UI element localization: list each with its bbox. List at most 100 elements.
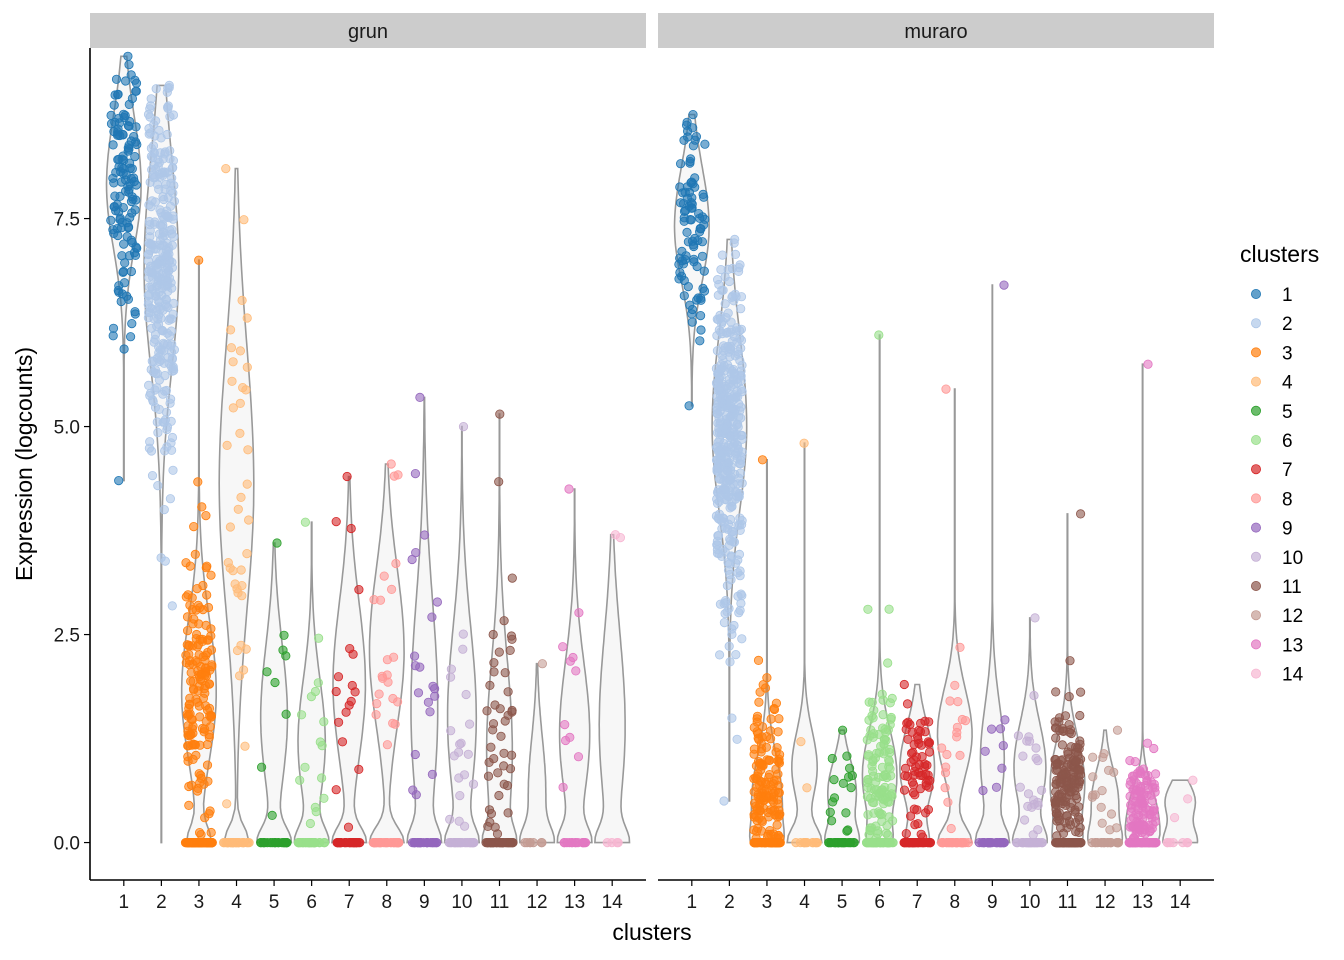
cluster-3-group: [180, 255, 217, 848]
data-point: [130, 307, 140, 317]
data-point: [736, 304, 746, 314]
data-point: [679, 291, 689, 301]
legend-key-4: [1251, 376, 1262, 387]
data-point: [496, 731, 506, 741]
data-point: [734, 473, 744, 483]
data-point: [677, 256, 688, 266]
data-point: [238, 382, 248, 393]
data-point: [754, 697, 764, 707]
data-point: [150, 385, 160, 395]
points-1: [674, 110, 710, 411]
data-point: [205, 806, 215, 816]
data-point: [354, 764, 364, 775]
data-point: [1170, 812, 1180, 823]
data-point: [237, 580, 247, 591]
x-tick-label: 3: [762, 892, 773, 913]
data-point: [267, 810, 277, 821]
y-tick-label: 5.0: [54, 418, 80, 439]
data-point: [687, 203, 697, 213]
points-12: [1087, 725, 1124, 848]
data-point: [200, 724, 210, 734]
data-point: [908, 788, 918, 798]
data-point: [565, 732, 575, 743]
data-point-zero: [197, 837, 207, 848]
data-point: [901, 724, 911, 735]
data-point-zero: [392, 837, 402, 848]
data-point-zero: [270, 837, 281, 848]
x-tick-label: 1: [119, 892, 130, 913]
data-point: [713, 377, 723, 387]
data-point: [937, 743, 947, 753]
data-point: [386, 459, 396, 469]
violin-6: [293, 521, 330, 844]
data-point-zero: [875, 837, 885, 848]
data-point: [410, 661, 420, 671]
data-point: [687, 236, 698, 246]
data-point-zero: [1096, 837, 1106, 848]
data-point: [228, 403, 238, 413]
data-point-zero: [319, 837, 329, 848]
data-point: [866, 783, 876, 793]
data-point: [700, 139, 710, 149]
data-point: [725, 534, 735, 544]
data-point: [911, 752, 922, 762]
data-point: [146, 446, 157, 456]
data-point: [1058, 769, 1068, 779]
data-point: [165, 494, 175, 504]
data-point: [1066, 802, 1076, 813]
data-point: [725, 432, 736, 442]
data-point: [160, 281, 170, 291]
data-point-zero: [994, 837, 1005, 848]
data-point: [233, 504, 243, 514]
data-point: [158, 220, 168, 230]
data-point: [235, 398, 245, 408]
data-point: [468, 779, 479, 789]
data-point: [463, 749, 473, 759]
cluster-4-group: [786, 438, 823, 848]
data-point: [727, 713, 737, 723]
data-point: [166, 438, 176, 448]
data-point: [758, 680, 768, 690]
data-point: [720, 608, 730, 619]
x-tick-label: 14: [1170, 892, 1192, 913]
points-1: [106, 51, 142, 486]
data-point: [300, 517, 310, 527]
data-point: [313, 678, 323, 688]
cluster-14-group: [1162, 775, 1199, 848]
legend-label-13: 13: [1282, 635, 1303, 656]
x-tick-label: 11: [1058, 892, 1078, 913]
data-point: [1075, 710, 1085, 721]
cluster-8-group: [368, 459, 405, 848]
data-point: [237, 591, 247, 601]
data-point: [734, 262, 744, 273]
data-point: [1029, 799, 1039, 809]
data-point: [153, 480, 163, 491]
data-point: [235, 346, 245, 356]
data-point-zero: [562, 837, 572, 848]
points-3: [180, 255, 217, 848]
data-point: [682, 117, 692, 127]
x-tick-label: 6: [874, 892, 885, 913]
data-point: [771, 764, 781, 774]
data-point: [712, 540, 723, 550]
data-point: [825, 807, 835, 817]
data-point-zero: [416, 837, 426, 848]
data-point: [160, 370, 170, 381]
data-point: [1065, 656, 1075, 666]
data-point: [699, 286, 710, 296]
legend-label-3: 3: [1282, 343, 1293, 364]
data-point: [900, 771, 910, 781]
data-point: [865, 825, 875, 836]
data-point: [165, 398, 175, 408]
data-point: [168, 465, 178, 475]
data-point: [117, 289, 127, 299]
data-point: [235, 428, 245, 438]
data-point: [145, 245, 155, 255]
data-point-zero: [431, 837, 441, 848]
data-point: [146, 143, 156, 153]
data-point: [957, 714, 967, 725]
data-point: [924, 739, 934, 749]
data-point: [202, 590, 212, 600]
data-point-zero: [946, 837, 956, 848]
data-point: [991, 782, 1002, 792]
